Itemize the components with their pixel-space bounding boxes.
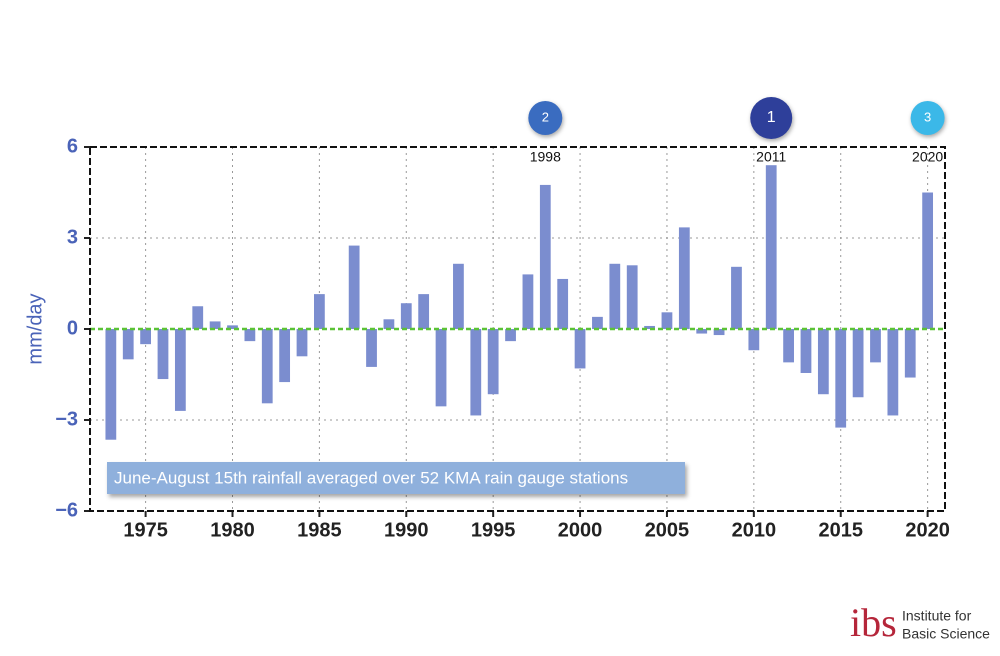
bar xyxy=(696,329,708,334)
bar xyxy=(713,329,725,336)
rank-label: 1 xyxy=(767,109,776,126)
bar xyxy=(626,265,638,329)
bar xyxy=(296,329,308,357)
bar xyxy=(661,312,673,329)
bar xyxy=(574,329,586,369)
legend-text: June-August 15th rainfall averaged over … xyxy=(114,468,628,487)
bar xyxy=(227,325,238,329)
bar xyxy=(904,329,916,378)
x-tick-label: 1985 xyxy=(297,519,342,541)
x-tick-label: 2000 xyxy=(558,519,603,541)
bar xyxy=(314,294,325,329)
bar xyxy=(852,329,864,398)
bar xyxy=(348,245,360,329)
bar xyxy=(644,325,655,329)
bar xyxy=(505,329,516,342)
logo-mark: ibs xyxy=(850,600,897,645)
bar xyxy=(400,303,412,329)
bar xyxy=(470,329,482,416)
rank-label: 3 xyxy=(924,109,931,124)
x-tick-label: 1995 xyxy=(471,519,516,541)
year-label: 2020 xyxy=(912,149,943,165)
x-tick-label: 2005 xyxy=(645,519,690,541)
bar xyxy=(592,316,603,329)
bar xyxy=(261,329,273,404)
bar xyxy=(922,192,934,329)
bar xyxy=(192,306,204,329)
rank-badge xyxy=(528,101,563,135)
y-tick-label: 6 xyxy=(67,135,78,157)
year-label: 2011 xyxy=(756,149,786,165)
bar xyxy=(157,329,169,380)
rank-badge xyxy=(750,97,793,139)
x-tick-label: 1980 xyxy=(210,519,255,541)
bar xyxy=(244,329,256,342)
plot-border xyxy=(89,146,946,512)
bar xyxy=(522,274,534,329)
x-tick-label: 1975 xyxy=(123,519,168,541)
y-tick-label: −3 xyxy=(55,408,78,430)
bar xyxy=(174,329,186,411)
year-label: 1998 xyxy=(530,149,561,165)
y-tick-label: 3 xyxy=(67,226,78,248)
bar xyxy=(609,263,621,329)
y-axis-label: mm/day xyxy=(24,293,46,364)
bar xyxy=(487,329,499,395)
x-tick-label: 2020 xyxy=(905,519,950,541)
x-tick-label: 2010 xyxy=(732,519,777,541)
bar xyxy=(122,329,134,360)
rank-badge xyxy=(910,101,945,135)
bar xyxy=(383,319,395,329)
bar xyxy=(817,329,829,395)
bar xyxy=(418,294,430,329)
bar xyxy=(279,329,291,383)
rank-label: 2 xyxy=(542,109,549,124)
logo-text: Basic Science xyxy=(902,626,990,642)
y-tick-label: −6 xyxy=(55,499,78,521)
bar xyxy=(209,321,221,329)
bar xyxy=(887,329,899,416)
bar xyxy=(366,329,377,367)
x-tick-label: 1990 xyxy=(384,519,429,541)
bar xyxy=(835,329,847,428)
y-tick-label: 0 xyxy=(67,317,78,339)
bar xyxy=(453,263,464,329)
bar xyxy=(539,184,551,329)
bar xyxy=(731,266,742,329)
bar xyxy=(678,227,690,329)
bar xyxy=(800,329,812,373)
bar xyxy=(557,278,569,329)
bar xyxy=(765,165,777,329)
bar xyxy=(870,329,881,363)
legend-box xyxy=(107,462,685,494)
bar xyxy=(783,329,794,363)
bar xyxy=(140,329,151,345)
bar xyxy=(748,329,760,351)
bar xyxy=(105,329,117,440)
x-tick-label: 2015 xyxy=(818,519,863,541)
bar xyxy=(435,329,447,407)
logo-text: Institute for xyxy=(902,608,972,624)
